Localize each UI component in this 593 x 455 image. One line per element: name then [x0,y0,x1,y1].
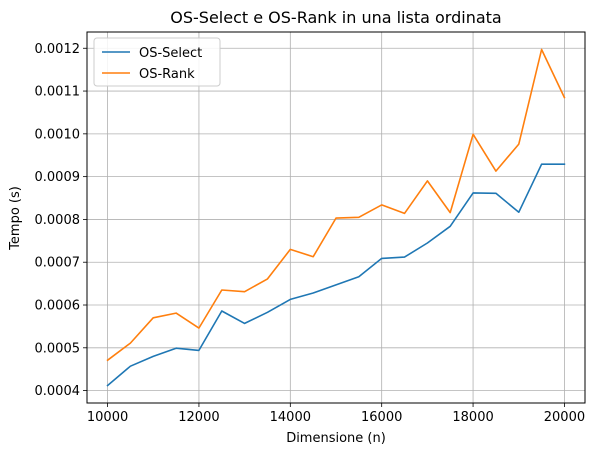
x-tick-label: 18000 [452,410,493,425]
x-tick-label: 16000 [361,410,402,425]
x-tick-label: 14000 [270,410,311,425]
legend-label: OS-Select [139,46,202,61]
x-tick-label: 20000 [544,410,585,425]
y-tick-label: 0.0005 [35,341,81,356]
x-axis: 10000 12000 14000 16000 18000 20000 [87,403,585,425]
series-line-os-rank [106,48,566,362]
y-tick-label: 0.0006 [35,299,81,314]
x-axis-label: Dimensione (n) [286,431,386,446]
legend-box [93,37,221,87]
legend: OS-Select OS-Rank [93,37,221,87]
y-tick-label: 0.0011 [35,85,81,100]
y-axis-label: Tempo (s) [8,186,23,251]
x-tick-label: 12000 [178,410,219,425]
y-tick-label: 0.0004 [35,384,81,399]
legend-label: OS-Rank [139,67,195,82]
series-lines [106,48,566,387]
plot-frame [86,31,586,404]
chart-title: OS-Select e OS-Rank in una lista ordinat… [170,8,501,27]
y-tick-label: 0.0010 [35,127,81,142]
y-axis: 0.0004 0.0005 0.0006 0.0007 0.0008 0.0009 0.00… [35,42,87,399]
grid [87,32,585,403]
x-tick-label: 10000 [87,410,128,425]
y-tick-label: 0.0007 [35,256,81,271]
y-tick-label: 0.0009 [35,170,81,185]
y-tick-label: 0.0008 [35,213,81,228]
series-line-os-select [106,163,566,387]
y-tick-label: 0.0012 [35,42,81,57]
